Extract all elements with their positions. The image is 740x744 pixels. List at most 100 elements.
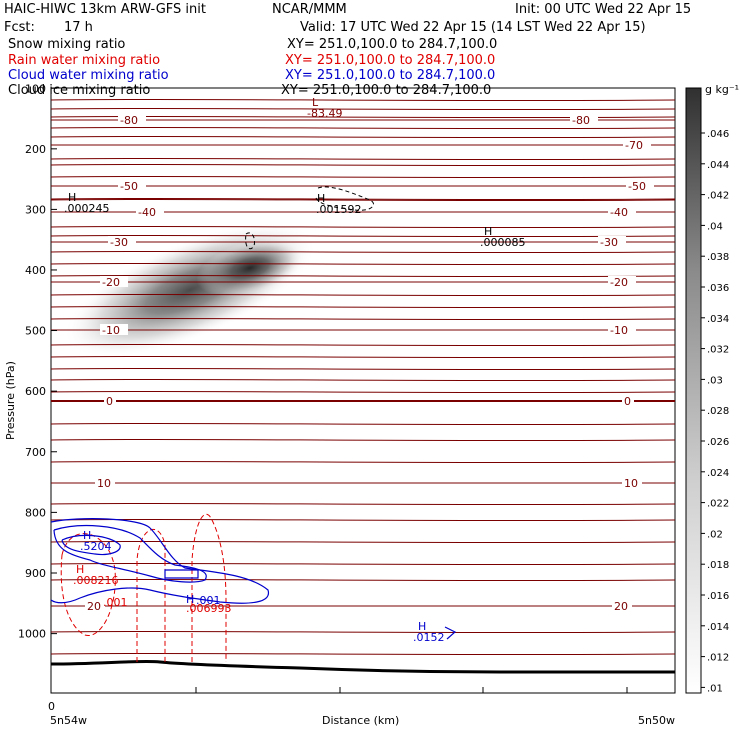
high-value-cw1: .5204: [80, 540, 112, 553]
temp-label-bg: [104, 395, 116, 406]
colorbar-label: .044: [707, 160, 729, 171]
temp-contour-line: [50, 262, 676, 266]
colorbar-label: .026: [707, 437, 729, 448]
temp-label-bg: [612, 600, 632, 611]
field-rain-name: Rain water mixing ratio: [8, 53, 160, 68]
temp-contour-line: [50, 197, 676, 201]
temp-label--80: -80: [120, 114, 138, 127]
high-marker-cw3: H: [418, 620, 426, 633]
high-marker-ice2: H: [317, 192, 325, 205]
temp-contour-20: [50, 605, 676, 607]
fcst-value: 17 h: [64, 20, 93, 35]
temp-label-bg: [608, 324, 636, 335]
field-annotations: L -83.49 H .000245 H .001592 H .000085 H…: [64, 96, 526, 644]
temp-label-10: 10: [624, 477, 638, 490]
colorbar-label: .014: [707, 622, 729, 633]
temp-label-bg: [598, 236, 626, 247]
high-value-ice1: .000245: [64, 202, 110, 215]
x-right-label: 5n50w: [638, 714, 675, 727]
init-time: Init: 00 UTC Wed 22 Apr 15: [515, 2, 691, 17]
temp-contour--20: [50, 281, 676, 283]
temp-contour--30: [50, 241, 676, 243]
temp-label-bg: [623, 139, 651, 150]
temp-contour-line: [50, 225, 676, 229]
temp-label-bg: [608, 206, 636, 217]
temp-label-bg: [622, 395, 634, 406]
temp-label-bg: [570, 114, 598, 125]
field-cloudice-name: Cloud ice mixing ratio: [8, 83, 150, 98]
colorbar-label: .046: [707, 129, 729, 140]
colorbar-label: .04: [707, 221, 723, 232]
temp-contour-line: [50, 175, 676, 179]
colorbar-label: .028: [707, 406, 729, 417]
temp-contour-10: [50, 482, 676, 484]
plot-frame: [50, 87, 676, 694]
temp-contour-line: [50, 367, 676, 371]
temp-label-bg: [100, 324, 128, 335]
y-tick-label-200: 200: [25, 143, 46, 156]
temp-contour-line: [50, 355, 676, 359]
temp-contour-line: [50, 502, 676, 506]
high-marker-ice1: H: [68, 191, 76, 204]
valid-time: Valid: 17 UTC Wed 22 Apr 15 (14 LST Wed …: [300, 20, 646, 35]
cloudwater-contours: [50, 518, 457, 640]
temp-contour-line: [50, 540, 676, 544]
temp-contour--70: [50, 144, 676, 146]
temp-contour--80: [50, 119, 676, 121]
temp-contour-line: [50, 518, 676, 522]
x-zero-label: 0: [48, 700, 55, 713]
cloudice-contours: [245, 186, 374, 250]
temp-contour-line: [50, 378, 676, 382]
y-tick-label-700: 700: [25, 446, 46, 459]
temp-contour-line: [50, 460, 676, 464]
temp-contour-line: [50, 274, 676, 278]
x-axis-label: Distance (km): [322, 714, 399, 727]
temp-contour-line: [50, 250, 676, 254]
y-tick-label-800: 800: [25, 506, 46, 519]
rain-contours: [60, 513, 227, 662]
high-marker-cw1: H: [83, 529, 91, 542]
temp-contour-line: [50, 343, 676, 347]
y-tick-label-300: 300: [25, 203, 46, 216]
temp-contour-line: [50, 163, 676, 167]
high-value-ice3: .000085: [480, 236, 526, 249]
colorbar-ticks: .046 .044 .042 .04 .038 .036 .034 .032 .03 .028 .0…: [701, 129, 729, 694]
temp-contour-line: [50, 126, 676, 130]
temp-contour--50: [50, 185, 676, 187]
y-tick-label-400: 400: [25, 264, 46, 277]
colorbar-unit: g kg⁻¹: [705, 83, 739, 96]
high-value-rain1: .008216: [73, 574, 119, 587]
temp-label-bg: [118, 180, 146, 191]
temp-contour-line: [50, 652, 676, 656]
colorbar-label: .024: [707, 468, 729, 479]
temp-label--40: -40: [138, 206, 156, 219]
temp-contour-line: [50, 234, 676, 238]
temp-contour-line: [50, 317, 676, 321]
colorbar-label: .022: [707, 499, 729, 510]
temperature-contours: -80 -80-70-50 -50-40 -40-30 -30-20 -20-10 -100…: [50, 98, 676, 656]
field-snow-name: Snow mixing ratio: [8, 37, 125, 52]
temp-label-10: 10: [97, 477, 111, 490]
model-title: HAIC-HIWC 13km ARW-GFS init: [4, 2, 206, 17]
temp-label--10: -10: [610, 324, 628, 337]
colorbar-label: .01: [707, 683, 723, 694]
temp-contour-line: [50, 157, 676, 161]
y-tick-label-900: 900: [25, 567, 46, 580]
temp-label--80: -80: [572, 114, 590, 127]
temp-contour-line: [50, 305, 676, 309]
temp-label-bg: [622, 477, 642, 488]
colorbar-label: .02: [707, 529, 723, 540]
temp-label--20: -20: [102, 276, 120, 289]
temp-contour-line: [50, 578, 676, 582]
temp-label-bg: [626, 180, 654, 191]
temp-label-20: 20: [614, 600, 628, 613]
high-marker-cw2: H: [186, 593, 194, 606]
temp-contour--10: [50, 329, 676, 331]
temp-label-bg: [118, 114, 146, 125]
rain-contour-label: .001: [103, 596, 128, 609]
temp-contour-line: [50, 198, 676, 202]
temp-label-bg: [136, 206, 164, 217]
high-marker-ice3: H: [484, 225, 492, 238]
high-marker-rain1: H: [76, 563, 84, 576]
